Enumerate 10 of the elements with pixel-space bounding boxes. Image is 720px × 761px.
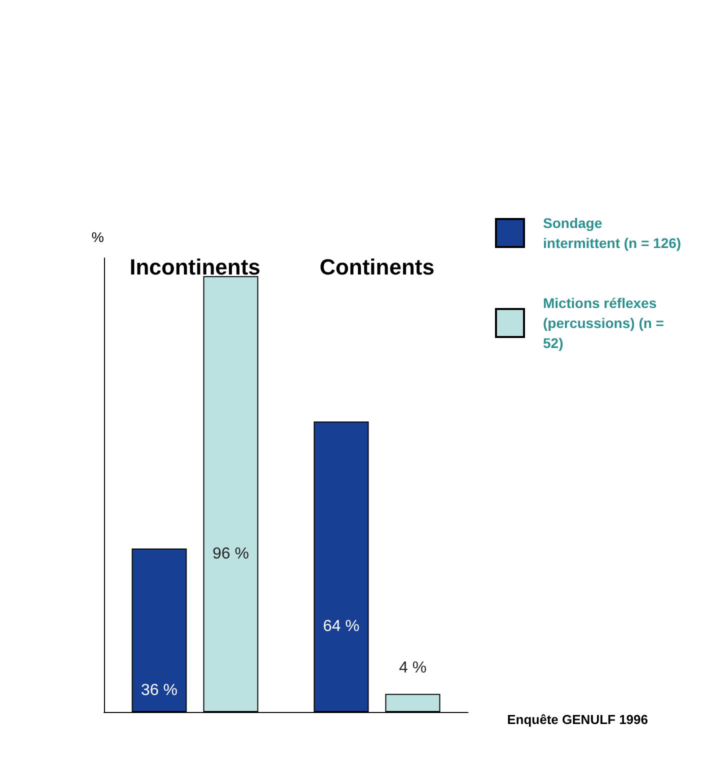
legend-label: Mictions réflexes (percussions) (n = 52)	[543, 295, 668, 351]
y-axis-title: %	[92, 229, 104, 245]
x-tick-label: Incontinents	[130, 254, 260, 280]
legend-label: Sondage intermittent (n = 126)	[543, 215, 682, 251]
data-label: 36 %	[141, 682, 178, 699]
data-label: 96 %	[212, 546, 249, 563]
x-tick-label: Continents	[320, 254, 434, 280]
data-label: 4 %	[398, 659, 427, 676]
data-label: 64 %	[323, 618, 360, 636]
text: Enquête GENULF 1996	[507, 712, 648, 727]
